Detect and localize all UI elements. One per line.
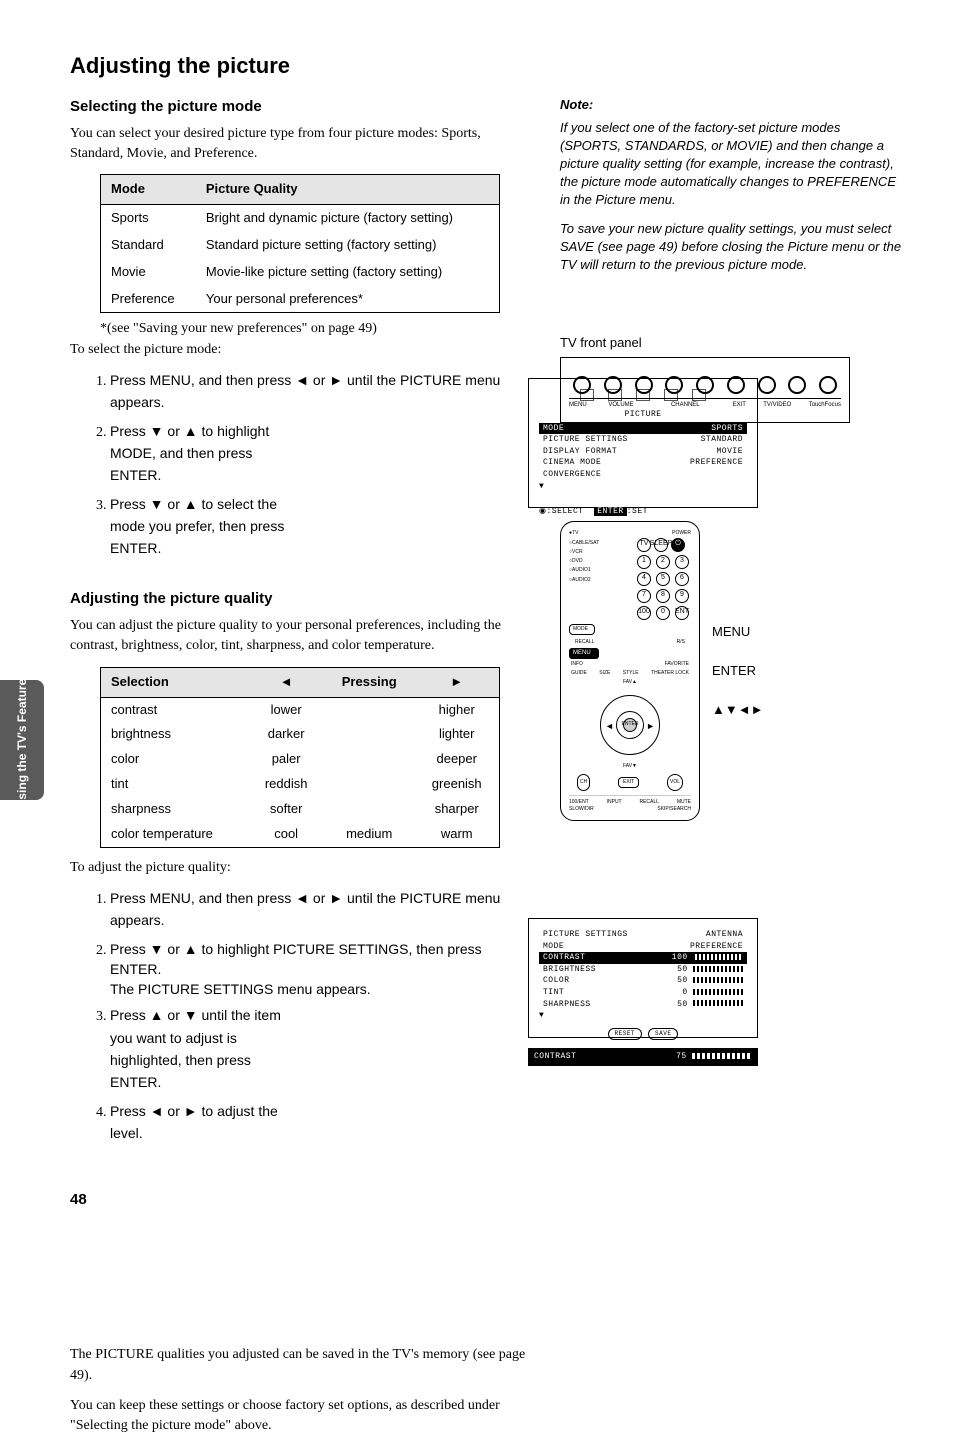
page-number: 48	[70, 1189, 87, 1211]
step: Press ◄ or ► to adjust the level.	[110, 1101, 310, 1146]
steps2: Press MENU, and then press ◄ or ► until …	[110, 888, 530, 1145]
cell: Sports	[101, 205, 196, 232]
step: Press ▲ or ▼ until the item you want to …	[110, 1005, 310, 1094]
to-select: To select the picture mode:	[70, 340, 530, 360]
col: Selection	[101, 667, 249, 697]
remote-menu-btn: MENU	[569, 648, 599, 659]
note-p1: If you select one of the factory-set pic…	[560, 119, 904, 210]
step: Press MENU, and then press ◄ or ► until …	[110, 370, 530, 415]
remote-label-menu: MENU	[712, 623, 763, 642]
col: Pressing	[324, 667, 414, 697]
mode-table: Mode Picture Quality SportsBright and dy…	[100, 174, 500, 313]
cell: Standard	[101, 232, 196, 259]
section1-heading: Selecting the picture mode	[70, 96, 530, 118]
cell: Bright and dynamic picture (factory sett…	[196, 205, 500, 232]
side-tab: Using the TV's Features	[0, 680, 44, 800]
adjust-table: Selection ◄ Pressing ► contrastlowerhigh…	[100, 667, 500, 848]
steps1: Press MENU, and then press ◄ or ► until …	[110, 370, 530, 560]
remote-label-enter: ENTER	[712, 662, 763, 681]
col-quality: Picture Quality	[196, 175, 500, 205]
fp-label: TV front panel	[560, 334, 904, 353]
save-note: The PICTURE qualities you adjusted can b…	[70, 1345, 530, 1386]
remote-diagram: ●TV○CABLE/SAT ○VCR○DVD ○AUDIO1○AUDIO2 PO…	[560, 521, 904, 821]
col-mode: Mode	[101, 175, 196, 205]
col: ►	[414, 667, 499, 697]
step: Press ▼ or ▲ to select the mode you pref…	[110, 494, 310, 561]
note-p2: To save your new picture quality setting…	[560, 220, 904, 275]
cell: Movie-like picture setting (factory sett…	[196, 259, 500, 286]
page-title: Adjusting the picture	[70, 50, 904, 82]
cell: Your personal preferences*	[196, 286, 500, 313]
section1-intro: You can select your desired picture type…	[70, 124, 530, 165]
cell: Preference	[101, 286, 196, 313]
table-footnote: *(see "Saving your new preferences" on p…	[100, 319, 530, 339]
to-adjust: To adjust the picture quality:	[70, 858, 530, 878]
cell: Standard picture setting (factory settin…	[196, 232, 500, 259]
section2-heading: Adjusting the picture quality	[70, 588, 530, 610]
keep-note: You can keep these settings or choose fa…	[70, 1396, 530, 1437]
contrast-bar: CONTRAST 75	[528, 1048, 758, 1066]
remote-enter-btn: ENTER	[623, 718, 637, 732]
picture-settings-osd: PICTURE SETTINGSANTENNA MODEPREFERENCE C…	[528, 918, 758, 1038]
step: Press ▼ or ▲ to highlight PICTURE SETTIN…	[110, 939, 530, 1000]
remote-label-arrows: ▲▼◄►	[712, 701, 763, 720]
step: Press ▼ or ▲ to highlight MODE, and then…	[110, 421, 310, 488]
section2-intro: You can adjust the picture quality to yo…	[70, 616, 530, 657]
remote-nav-ring: ◄► ENTER	[600, 695, 660, 755]
step: Press MENU, and then press ◄ or ► until …	[110, 888, 530, 933]
cell: Movie	[101, 259, 196, 286]
col: ◄	[248, 667, 324, 697]
note-heading: Note:	[560, 96, 904, 115]
fp-btn-menu	[573, 376, 591, 394]
